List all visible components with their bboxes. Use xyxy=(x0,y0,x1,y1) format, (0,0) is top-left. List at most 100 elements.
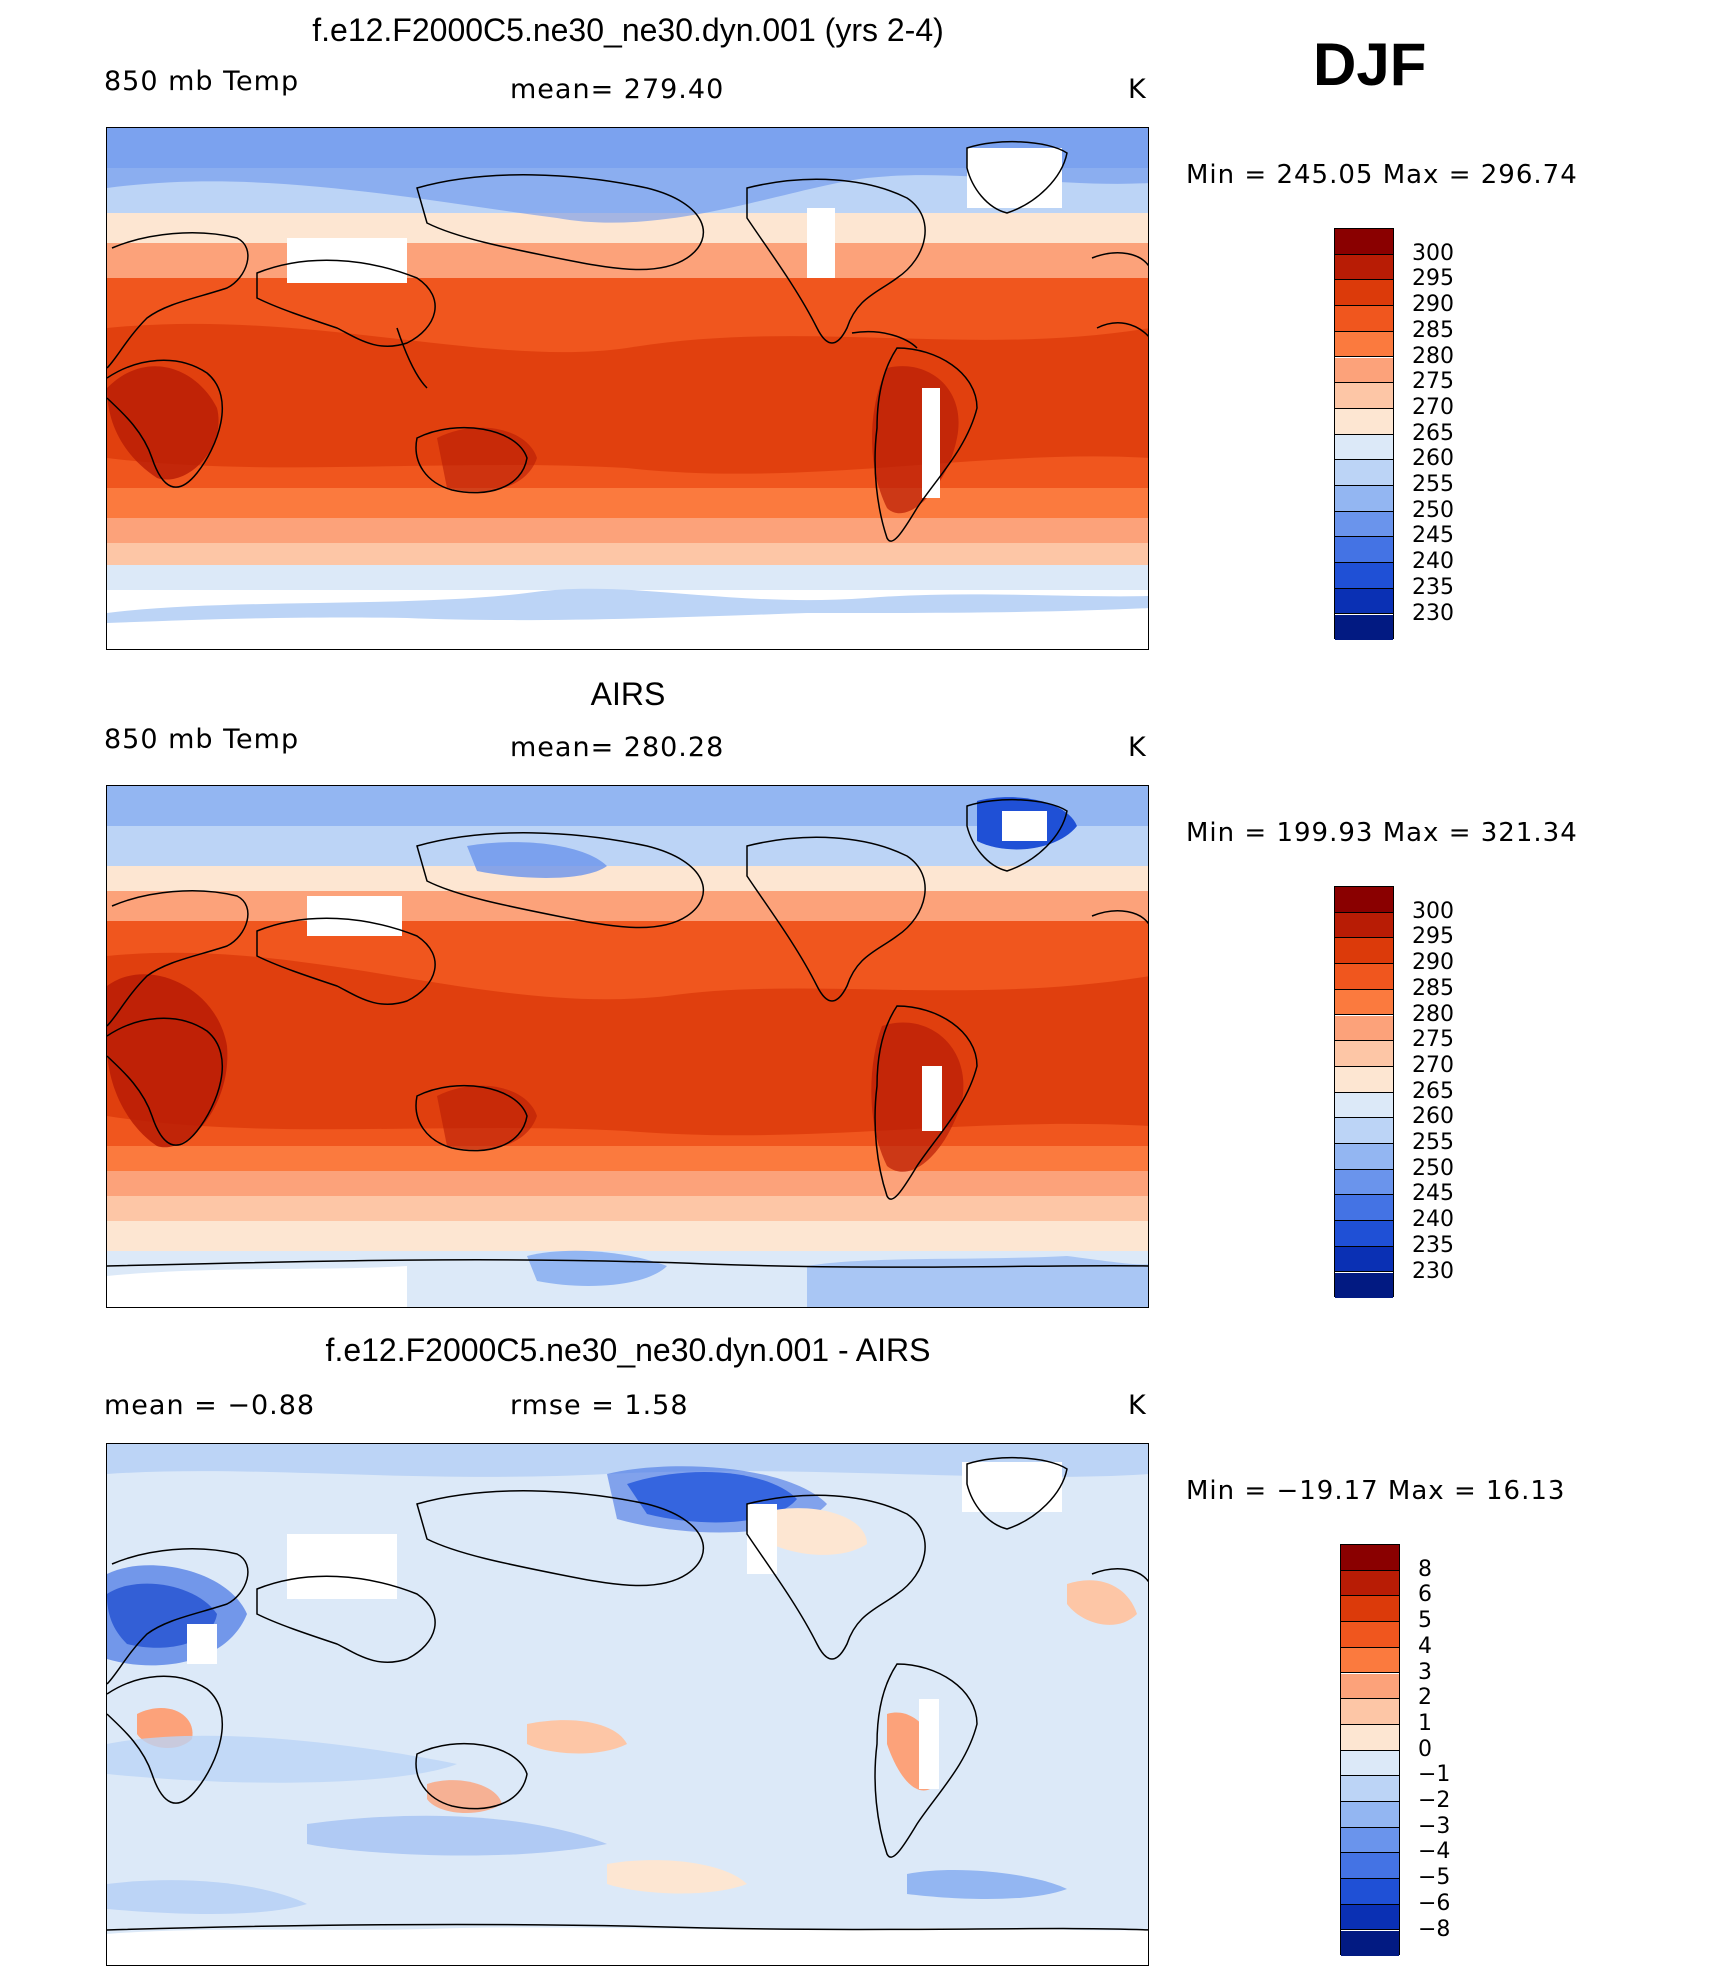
colorbar-swatch xyxy=(1335,537,1393,564)
colorbar-swatch xyxy=(1335,486,1393,512)
colorbar-swatch xyxy=(1335,280,1393,307)
colorbar-swatch xyxy=(1341,1853,1399,1880)
colorbar-swatch xyxy=(1341,1596,1399,1623)
panel-3-mean-label: mean = −0.88 xyxy=(104,1390,316,1421)
colorbar-swatch xyxy=(1335,1272,1393,1299)
colorbar-swatch xyxy=(1341,1545,1399,1571)
colorbar-swatch xyxy=(1341,1724,1399,1751)
colorbar-swatch xyxy=(1335,1015,1393,1042)
colorbar-swatch xyxy=(1341,1930,1399,1957)
colorbar-swatch xyxy=(1335,964,1393,990)
colorbar-tick-label: 255 xyxy=(1412,1130,1454,1155)
colorbar-swatch xyxy=(1341,1570,1399,1597)
colorbar-swatch xyxy=(1341,1802,1399,1828)
colorbar-swatch xyxy=(1341,1904,1399,1931)
colorbar-tick-label: 270 xyxy=(1412,394,1454,420)
colorbar-tick-label: 230 xyxy=(1412,600,1454,626)
colorbar-tick-label: 300 xyxy=(1412,240,1454,266)
colorbar-tick-label: 260 xyxy=(1412,446,1454,472)
colorbar-tick-label: 2 xyxy=(1418,1685,1432,1711)
colorbar-swatch xyxy=(1335,434,1393,461)
season-label: DJF xyxy=(1313,31,1427,98)
colorbar-swatch xyxy=(1335,331,1393,358)
colorbar-tick-label: 240 xyxy=(1412,549,1454,575)
panel-3-map-field xyxy=(107,1444,1148,1965)
colorbar-tick-label: 255 xyxy=(1412,472,1454,497)
colorbar-swatch xyxy=(1341,1622,1399,1648)
colorbar-swatch xyxy=(1341,1647,1399,1674)
colorbar-tick-label: 275 xyxy=(1412,369,1454,395)
panel-2-minmax: Min = 199.93 Max = 321.34 xyxy=(1186,818,1578,848)
colorbar-tick-label: 290 xyxy=(1412,292,1454,318)
colorbar-swatch xyxy=(1335,1169,1393,1196)
panel-2-units-label: K xyxy=(1128,732,1147,763)
colorbar-swatch xyxy=(1335,1066,1393,1093)
colorbar-tick-label: 235 xyxy=(1412,1232,1454,1258)
colorbar-tick-label: 3 xyxy=(1418,1659,1432,1685)
colorbar-tick-label: 265 xyxy=(1412,1078,1454,1104)
colorbar-tick-label: 6 xyxy=(1418,1582,1432,1608)
colorbar-swatch xyxy=(1335,1041,1393,1067)
colorbar-swatch xyxy=(1335,1246,1393,1273)
panel-3-title: f.e12.F2000C5.ne30_ne30.dyn.001 - AIRS xyxy=(325,1332,931,1368)
colorbar-tick-label: 240 xyxy=(1412,1207,1454,1233)
colorbar-tick-label: 245 xyxy=(1412,523,1454,549)
colorbar-swatch xyxy=(1335,912,1393,939)
colorbar-tick-label: 295 xyxy=(1412,924,1454,950)
panel-3-rmse-label: rmse = 1.58 xyxy=(510,1390,689,1421)
panel-1-map-field xyxy=(107,128,1148,649)
colorbar-swatch xyxy=(1335,383,1393,409)
colorbar-tick-label: 4 xyxy=(1418,1633,1432,1659)
colorbar-swatch xyxy=(1341,1776,1399,1802)
colorbar-tick-label: 230 xyxy=(1412,1258,1454,1284)
colorbar-swatch xyxy=(1341,1673,1399,1700)
panel-1-units-label: K xyxy=(1128,74,1147,105)
colorbar-tick-label: −3 xyxy=(1418,1813,1451,1839)
panel-2-map xyxy=(106,785,1149,1308)
colorbar-tick-label: 280 xyxy=(1412,343,1454,369)
colorbar-tick-label: 270 xyxy=(1412,1052,1454,1078)
colorbar-swatch xyxy=(1335,1144,1393,1170)
colorbar-swatch xyxy=(1335,306,1393,332)
colorbar-swatch xyxy=(1335,938,1393,965)
colorbar-tick-label: 275 xyxy=(1412,1027,1454,1053)
panel-1-minmax: Min = 245.05 Max = 296.74 xyxy=(1186,160,1578,190)
colorbar-swatch xyxy=(1341,1827,1399,1854)
panel-3-minmax: Min = −19.17 Max = 16.13 xyxy=(1186,1476,1566,1506)
colorbar-swatch xyxy=(1335,460,1393,486)
colorbar-tick-label: 250 xyxy=(1412,497,1454,523)
colorbar-tick-label: 265 xyxy=(1412,420,1454,446)
colorbar-swatch xyxy=(1335,989,1393,1016)
colorbar-swatch xyxy=(1335,1221,1393,1247)
panel-1-variable-label: 850 mb Temp xyxy=(104,66,300,97)
colorbar-box xyxy=(1334,228,1394,641)
colorbar-tick-label: 250 xyxy=(1412,1155,1454,1181)
panel-2-title: AIRS xyxy=(590,676,666,712)
colorbar-swatch xyxy=(1335,588,1393,615)
colorbar-swatch xyxy=(1335,1195,1393,1222)
colorbar-box xyxy=(1334,886,1394,1299)
colorbar-swatch xyxy=(1335,408,1393,435)
panel-2-map-field xyxy=(107,786,1148,1307)
colorbar-swatch xyxy=(1335,511,1393,538)
colorbar-swatch xyxy=(1335,614,1393,641)
colorbar-tick-label: −8 xyxy=(1418,1916,1451,1942)
colorbar-swatch xyxy=(1335,1092,1393,1119)
colorbar-tick-label: −4 xyxy=(1418,1839,1451,1865)
colorbar-tick-label: 260 xyxy=(1412,1104,1454,1130)
colorbar-tick-label: 8 xyxy=(1418,1556,1432,1582)
colorbar-tick-label: 285 xyxy=(1412,975,1454,1001)
colorbar-tick-label: 285 xyxy=(1412,317,1454,343)
colorbar-swatch xyxy=(1335,887,1393,913)
colorbar-tick-label: 300 xyxy=(1412,898,1454,924)
colorbar-swatch xyxy=(1335,254,1393,281)
colorbar-tick-label: 245 xyxy=(1412,1181,1454,1207)
colorbar-tick-label: 1 xyxy=(1418,1710,1432,1736)
colorbar-box xyxy=(1340,1544,1400,1957)
colorbar-tick-label: −2 xyxy=(1418,1788,1451,1813)
panel-2-variable-label: 850 mb Temp xyxy=(104,724,300,755)
panel-2-mean-label: mean= 280.28 xyxy=(510,732,725,763)
colorbar-tick-label: 0 xyxy=(1418,1736,1432,1762)
panel-1-title: f.e12.F2000C5.ne30_ne30.dyn.001 (yrs 2-4… xyxy=(312,12,944,48)
panel-1-mean-label: mean= 279.40 xyxy=(510,74,725,105)
